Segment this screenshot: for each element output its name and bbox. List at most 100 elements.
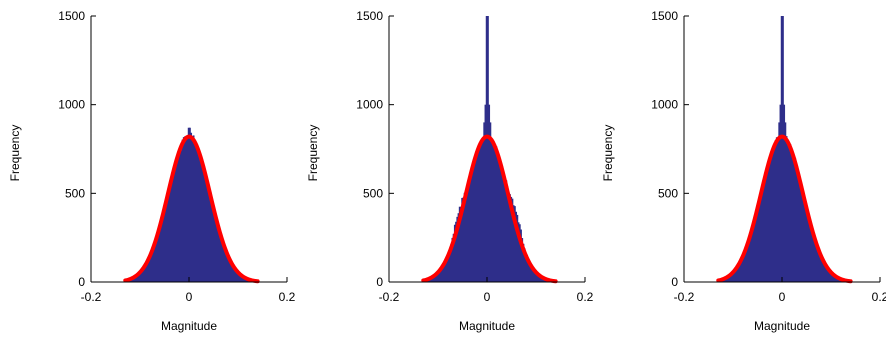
histogram-bar	[511, 198, 514, 282]
histogram-bar	[822, 259, 825, 282]
histogram-bar	[513, 206, 516, 282]
histogram-bar	[467, 186, 470, 282]
histogram-bar	[521, 238, 524, 282]
histogram-bar	[208, 188, 211, 282]
histogram-bar	[524, 253, 527, 282]
histogram-bar	[491, 142, 494, 282]
histogram-bar	[783, 104, 786, 282]
histogram-bar	[179, 151, 182, 282]
histogram-bar	[773, 145, 776, 282]
histogram-bar	[457, 213, 460, 282]
histogram-bar	[204, 174, 207, 282]
histogram-bar	[140, 272, 142, 282]
histogram-bar	[438, 272, 440, 282]
histogram-bar	[163, 210, 166, 282]
gaussian-fit-line	[123, 134, 260, 284]
histogram-bar	[828, 270, 831, 282]
histogram-bar	[748, 239, 751, 282]
histogram-bar	[729, 274, 732, 282]
histogram-bar	[742, 255, 745, 282]
histogram-bar	[821, 256, 824, 282]
histogram-bar	[540, 277, 543, 282]
histogram-bar	[168, 191, 170, 282]
histogram-bar	[242, 276, 245, 282]
histogram-bar	[532, 267, 535, 282]
histogram-bar	[451, 237, 454, 282]
histogram-bar	[823, 262, 826, 282]
histogram-bar	[775, 137, 778, 282]
histogram-bar	[726, 276, 729, 282]
histogram-bar	[784, 122, 787, 283]
histogram-bar	[175, 158, 178, 282]
histogram-bar	[176, 160, 179, 282]
histogram-bar	[241, 277, 244, 282]
histogram-bar	[808, 219, 811, 282]
histogram-bar	[786, 143, 789, 282]
histogram-bar	[149, 255, 152, 282]
histogram-bar	[203, 174, 206, 282]
histogram-bar	[818, 253, 821, 282]
histogram-bar	[238, 272, 240, 282]
histogram-bar	[728, 275, 730, 282]
histogram-bar	[185, 138, 188, 282]
y-tick-label: 1000	[58, 98, 85, 112]
histogram-bar	[135, 276, 137, 282]
histogram-bar	[737, 264, 740, 282]
histogram-bar	[206, 183, 208, 282]
histogram-bar	[441, 265, 444, 282]
histogram-bar	[234, 267, 237, 282]
histogram-bar	[442, 264, 445, 282]
histogram-bar	[211, 201, 213, 282]
histogram-bar	[483, 122, 486, 283]
y-tick-label: 1500	[356, 9, 383, 23]
histogram-bar	[220, 236, 223, 282]
histogram-bar	[164, 208, 167, 282]
histogram-bar	[739, 261, 741, 282]
histogram-bar	[496, 155, 499, 282]
histogram-bar	[450, 244, 453, 282]
histogram-bar	[520, 229, 522, 282]
histogram-bar	[439, 268, 442, 282]
y-tick-label: 1500	[58, 9, 85, 23]
histogram-bar	[507, 194, 510, 282]
histogram-bar	[510, 196, 513, 282]
histogram-bar	[472, 167, 475, 282]
histogram-bar	[475, 156, 478, 282]
histogram-bar	[495, 146, 498, 282]
histogram-bar	[756, 210, 759, 282]
histogram-bar	[752, 225, 755, 282]
histogram-bar	[777, 137, 779, 282]
histogram-bar	[761, 192, 763, 282]
histogram-bar	[526, 254, 529, 282]
histogram-bar	[522, 243, 525, 282]
histogram-bar	[747, 242, 750, 282]
histogram-bar	[734, 269, 737, 282]
histogram-bar	[218, 231, 221, 282]
histogram-bar	[753, 221, 756, 282]
histogram-bar	[790, 152, 793, 282]
histogram-bars	[423, 16, 552, 283]
histogram-bar	[141, 270, 144, 282]
histogram-bar	[456, 216, 459, 282]
histogram-bar	[453, 224, 456, 282]
histogram-bar	[174, 168, 177, 282]
y-tick-label: 1000	[651, 98, 678, 112]
histogram-bar	[189, 127, 191, 282]
histogram-bar	[184, 136, 186, 282]
histogram-bar	[177, 152, 180, 282]
histogram-bar	[153, 244, 156, 282]
histogram-bar	[527, 259, 530, 282]
histogram-bar	[223, 246, 226, 282]
histogram-bar	[458, 206, 461, 282]
histogram-bar	[431, 277, 434, 282]
histogram-bar	[499, 163, 502, 282]
y-tick-label: 500	[363, 186, 383, 200]
histogram-bar	[838, 279, 841, 282]
y-tick-label: 0	[78, 275, 85, 289]
histogram-bar	[505, 180, 508, 282]
histogram-bar	[147, 258, 150, 282]
histogram-bar	[214, 216, 217, 282]
histogram-bar	[485, 16, 488, 282]
